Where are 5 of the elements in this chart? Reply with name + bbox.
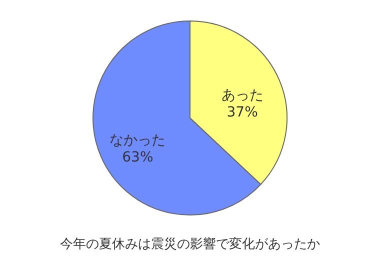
data-label: 37% xyxy=(226,104,258,120)
slice-label: あった xyxy=(221,87,264,104)
text: 今年の夏休みは震災の影響で変化があったか xyxy=(60,236,320,252)
slice-label: なかった xyxy=(110,132,166,149)
data-label: 63% xyxy=(122,150,154,166)
